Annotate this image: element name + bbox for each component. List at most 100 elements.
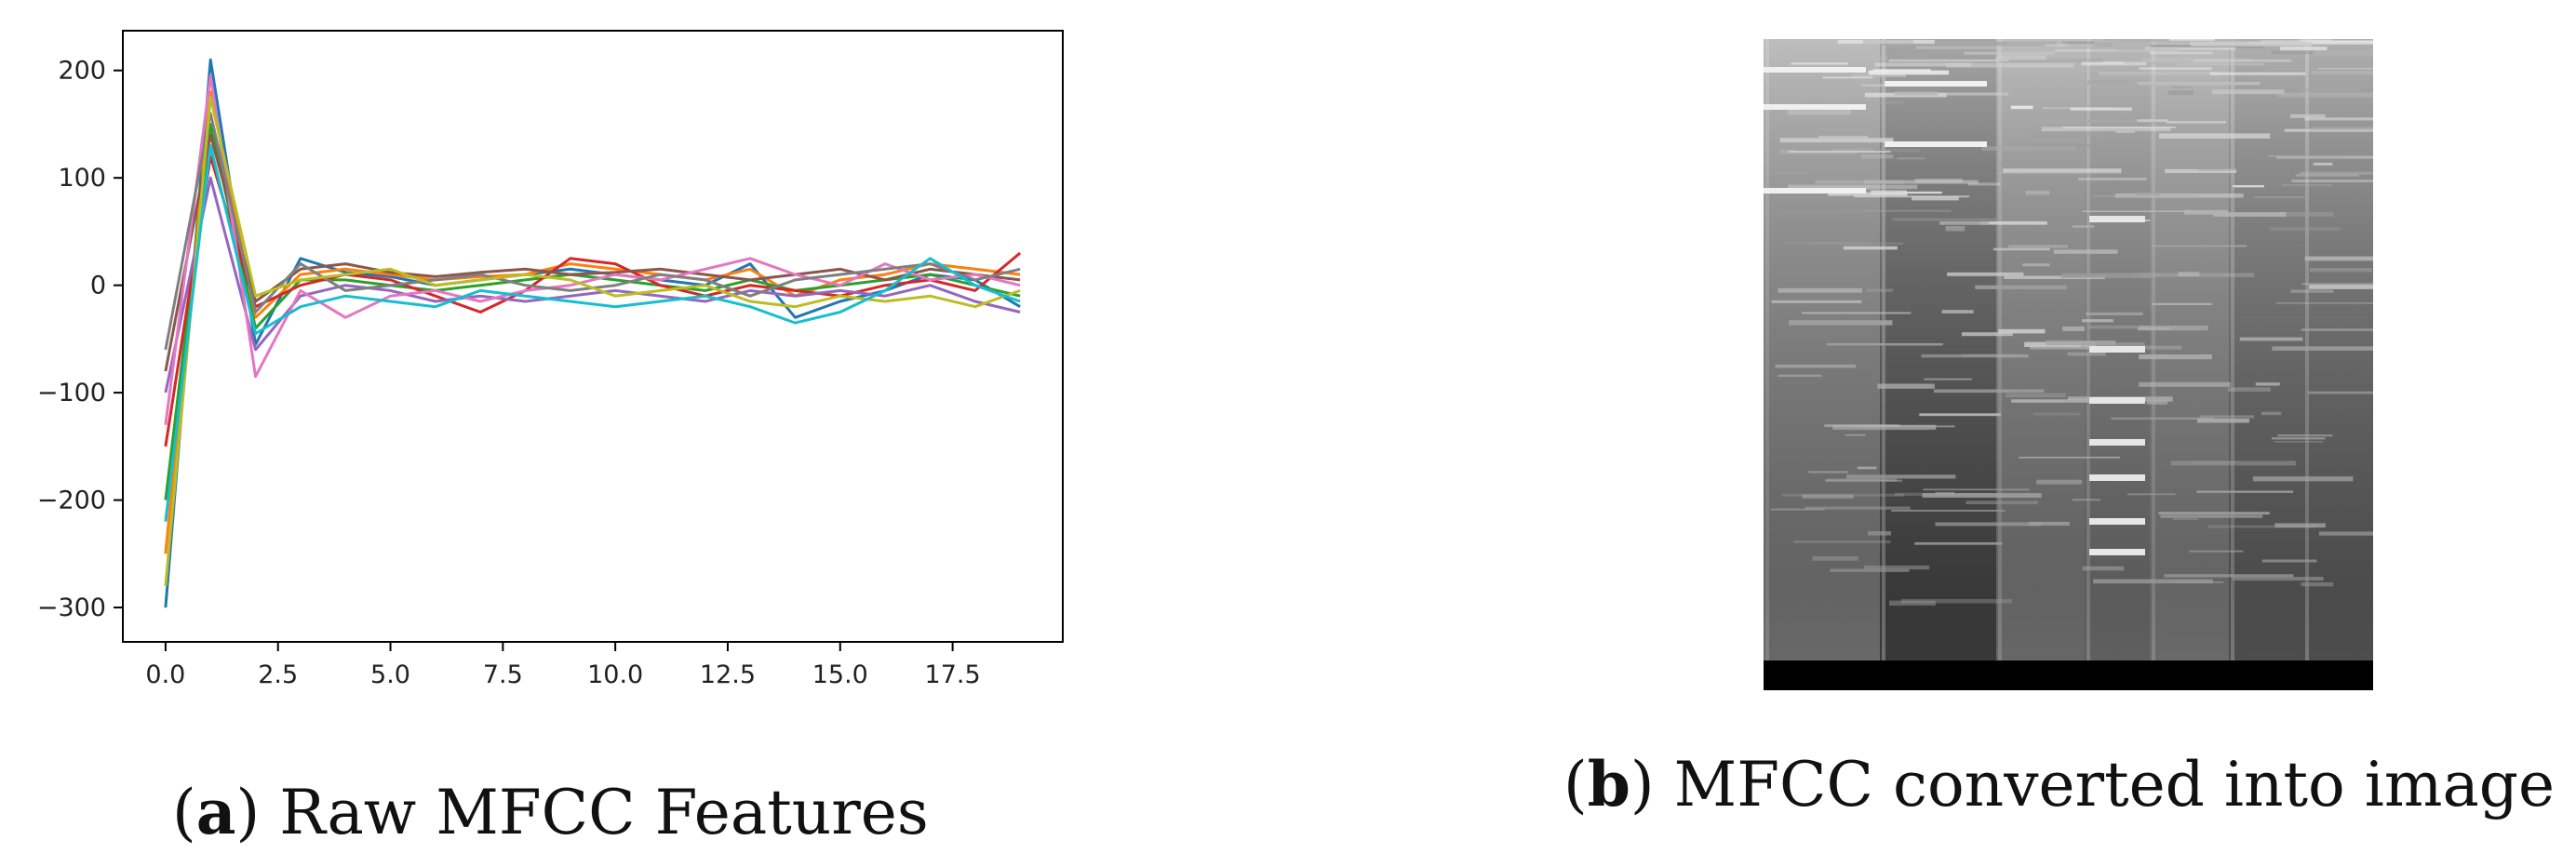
image-streak [2290, 289, 2334, 293]
image-streak [2198, 168, 2238, 171]
image-streak [2022, 263, 2050, 267]
axes-frame [122, 30, 1064, 643]
series-line-2 [164, 90, 1021, 554]
image-streak [2318, 531, 2373, 536]
image-streak [1822, 76, 1873, 79]
image-streak [2172, 518, 2198, 520]
image-streak [1919, 92, 2009, 96]
image-streak [1832, 424, 1937, 430]
y-tick-label: 200 [58, 57, 106, 86]
image-streak [2041, 127, 2171, 132]
image-streak [2035, 119, 2162, 123]
caption-a-letter: a [195, 776, 236, 848]
image-streak [2144, 47, 2236, 50]
series-line-7 [164, 74, 1021, 425]
image-streak [2078, 178, 2147, 180]
x-tick-label: 2.5 [258, 660, 298, 689]
x-tick-label: 5.0 [370, 660, 410, 689]
image-streak [2191, 461, 2235, 463]
image-streak [2233, 577, 2324, 581]
image-streak [1967, 182, 2001, 186]
image-streak [2295, 174, 2359, 177]
image-streak [2138, 82, 2261, 86]
image-streak [2239, 337, 2303, 341]
y-axis-ticks: 200 100 0 −100 −200 −300 [37, 57, 123, 622]
image-streak [1975, 285, 2067, 289]
image-streak [1866, 288, 1893, 292]
image-streak [2030, 132, 2102, 138]
image-streak [2098, 40, 2120, 43]
image-streak [1894, 91, 1939, 96]
image-streak [1823, 100, 1853, 106]
y-tick-label: −200 [37, 487, 106, 515]
image-streak [2006, 393, 2066, 398]
image-streak [1853, 195, 1969, 198]
image-streak [1912, 195, 1959, 201]
image-streak [1808, 471, 1849, 474]
image-streak [2173, 581, 2224, 583]
image-streak [1764, 188, 1866, 193]
image-streak [2277, 92, 2373, 98]
image-streak [2036, 479, 2082, 485]
image-streak [1775, 364, 1856, 368]
image-streak [2137, 119, 2168, 122]
image-streak [1850, 428, 1930, 431]
image-streak [2139, 354, 2212, 360]
image-streak [1789, 320, 1893, 326]
image-streak [1897, 157, 1925, 160]
image-streak [1871, 190, 1907, 195]
image-streak [1880, 42, 2008, 46]
image-streak [2089, 216, 2145, 222]
image-streak [2252, 476, 2354, 482]
image-streak [2064, 400, 2094, 402]
x-tick-label: 12.5 [700, 660, 756, 689]
image-streak [2213, 212, 2287, 217]
image-streak [2055, 49, 2179, 52]
image-streak [2160, 514, 2263, 518]
image-streak [1915, 46, 2000, 49]
image-streak [1945, 226, 1966, 232]
image-streak [1824, 424, 1900, 427]
image-streak [2272, 346, 2373, 351]
image-streak [1802, 494, 1854, 499]
image-streak [2178, 62, 2265, 66]
image-streak [2089, 346, 2145, 353]
image-streak [1885, 141, 1987, 147]
image-streak [2261, 411, 2282, 416]
image-streak [2313, 162, 2333, 166]
image-streak [2164, 574, 2294, 578]
image-streak [2197, 419, 2249, 423]
image-streak [2109, 345, 2182, 350]
image-streak [2233, 185, 2264, 188]
image-streak [2274, 441, 2324, 443]
image-streak [1962, 332, 2013, 337]
image-streak [1788, 184, 1918, 190]
image-streak [2081, 60, 2125, 65]
caption-a-open: ( [172, 777, 196, 848]
image-streak [2169, 39, 2215, 41]
image-streak [2089, 474, 2145, 481]
series-line-4 [164, 154, 1022, 447]
image-streak [2072, 499, 2100, 501]
image-streak [2284, 128, 2373, 132]
image-streak [2199, 415, 2255, 419]
image-streak [2089, 518, 2145, 525]
image-streak [1778, 374, 1822, 378]
image-streak [2151, 302, 2212, 305]
image-streak [1998, 59, 2103, 63]
image-streak [1828, 192, 1908, 196]
image-streak [2317, 67, 2373, 70]
image-streak [2033, 412, 2081, 416]
image-streak [2184, 209, 2229, 215]
image-streak [1921, 353, 2029, 358]
image-streak [2212, 89, 2285, 95]
caption-b: (b) MFCC converted into image [1563, 754, 2555, 816]
caption-b-letter: b [1587, 748, 1630, 820]
image-streak [1860, 154, 1894, 159]
image-streak [1995, 41, 2057, 47]
image-streak [2030, 143, 2105, 147]
image-streak [2311, 71, 2373, 74]
image-streak [2299, 87, 2360, 91]
image-streak [1919, 413, 2001, 417]
image-streak [1923, 488, 2030, 491]
